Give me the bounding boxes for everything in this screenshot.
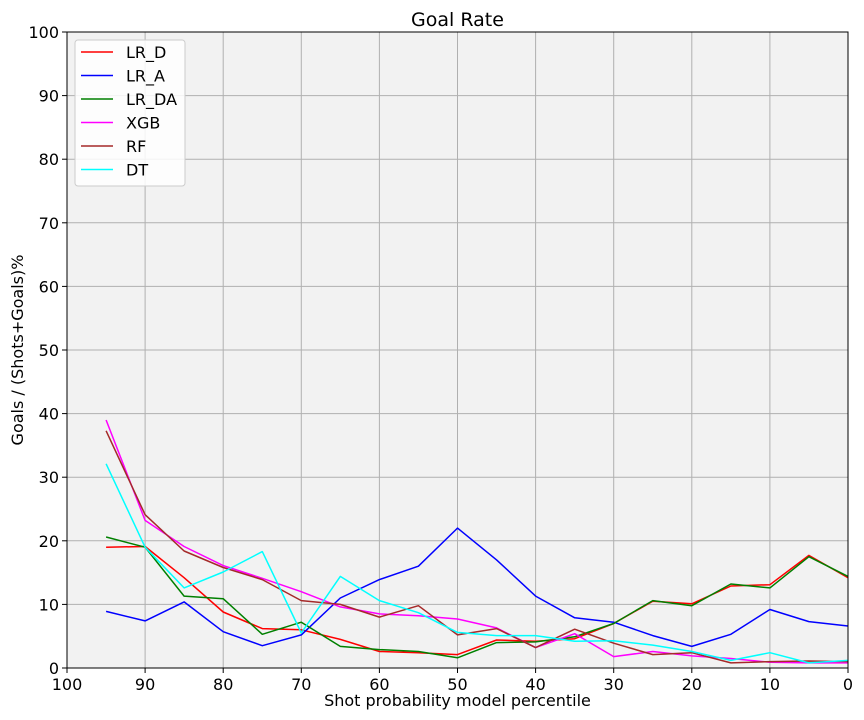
x-tick-label: 50: [447, 675, 467, 694]
legend-box: [74, 39, 186, 187]
y-tick-label: 60: [39, 277, 59, 296]
y-tick-label: 0: [49, 659, 59, 678]
x-tick-label: 0: [843, 675, 853, 694]
series-line-lr-da: [105, 536, 849, 659]
legend-label: LR_D: [126, 43, 166, 63]
x-tick-label: 100: [52, 675, 83, 694]
x-tick-label: 10: [760, 675, 780, 694]
x-tick-label: 40: [525, 675, 545, 694]
y-tick-label: 80: [39, 150, 59, 169]
y-tick-label: 90: [39, 87, 59, 106]
series-line-dt: [105, 463, 849, 664]
chart-title: Goal Rate: [411, 9, 504, 31]
legend: LR_D LR_A LR_DA XGB RF DT: [74, 39, 186, 187]
y-tick-label: 20: [39, 532, 59, 551]
x-tick-label: 60: [369, 675, 389, 694]
x-tick-label: 30: [604, 675, 624, 694]
y-tick-label: 50: [39, 341, 59, 360]
legend-label: LR_DA: [126, 90, 177, 110]
y-tick-label: 10: [39, 595, 59, 614]
y-axis-label: Goals / (Shots+Goals)%: [8, 255, 27, 446]
legend-label: XGB: [126, 114, 160, 133]
series-line-lr-d: [106, 545, 849, 656]
series-layer: [105, 419, 849, 664]
x-axis-label: Shot probability model percentile: [324, 691, 591, 710]
x-axis-ticks: 100 90 80 70 60 50 40 30 20 10 0: [52, 668, 853, 694]
series-line-rf: [105, 430, 849, 664]
y-tick-label: 70: [39, 214, 59, 233]
x-tick-label: 80: [213, 675, 233, 694]
series-line-lr-a: [105, 527, 849, 648]
y-tick-label: 100: [28, 23, 59, 42]
legend-label: RF: [126, 137, 146, 156]
legend-label: LR_A: [126, 67, 165, 87]
x-tick-label: 20: [682, 675, 702, 694]
series-line-xgb: [105, 419, 848, 664]
x-tick-label: 70: [291, 675, 311, 694]
y-tick-label: 40: [39, 405, 59, 424]
y-axis-ticks: 0 10 20 30 40 50 60 70 80 90 100: [28, 23, 67, 678]
legend-label: DT: [126, 161, 148, 180]
x-tick-label: 90: [135, 675, 155, 694]
y-tick-label: 30: [39, 468, 59, 487]
